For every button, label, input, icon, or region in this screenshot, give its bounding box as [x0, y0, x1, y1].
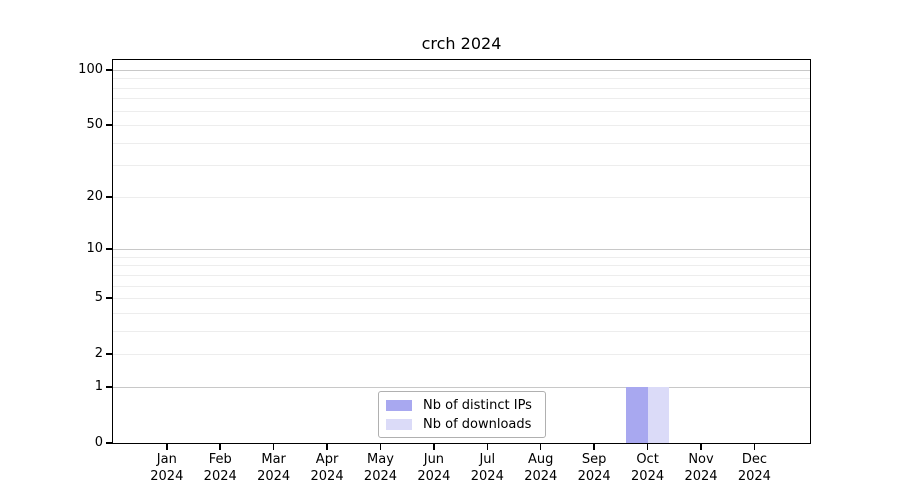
gridline-minor — [113, 110, 810, 112]
x-tick-year: 2024 — [577, 469, 611, 484]
x-tick-label: Oct 2024 — [616, 451, 680, 485]
x-tick — [753, 443, 756, 450]
gridline-minor — [113, 98, 810, 100]
x-tick-year: 2024 — [524, 469, 558, 484]
x-tick — [326, 443, 328, 450]
x-tick-month: Oct — [636, 452, 659, 467]
gridline-minor — [113, 265, 810, 267]
x-tick-month: Sep — [581, 452, 607, 467]
x-tick — [700, 443, 702, 450]
x-tick-year: 2024 — [684, 469, 718, 484]
gridline-minor — [113, 165, 810, 167]
x-tick-label: Jan 2024 — [135, 451, 199, 485]
x-tick-year: 2024 — [417, 469, 451, 484]
gridline-major — [113, 249, 810, 251]
x-tick-year: 2024 — [737, 469, 771, 484]
gridline-minor — [113, 87, 810, 89]
legend-swatch-downloads — [386, 418, 412, 430]
x-tick-year: 2024 — [150, 469, 184, 484]
gridline-minor — [113, 256, 810, 258]
y-tick-label: 20 — [86, 188, 103, 204]
x-tick-month: Feb — [208, 452, 232, 467]
gridline-minor — [113, 78, 810, 80]
x-tick-year: 2024 — [310, 469, 344, 484]
gridline-minor — [113, 274, 810, 276]
x-tick — [593, 443, 595, 450]
x-tick-month: Jul — [479, 452, 496, 467]
x-tick-month: Dec — [741, 452, 767, 467]
gridline-minor — [113, 298, 810, 300]
chart-title: crch 2024 — [421, 34, 502, 53]
y-tick — [106, 248, 113, 250]
x-tick — [486, 443, 489, 450]
gridline-minor — [113, 196, 810, 198]
plot-area — [113, 60, 810, 443]
gridline-major — [113, 386, 810, 388]
x-tick-month: Nov — [688, 452, 714, 467]
x-tick-label: Dec 2024 — [722, 451, 786, 485]
y-tick — [106, 196, 113, 198]
bar-distinct-ips — [626, 386, 648, 443]
y-tick-label: 10 — [86, 241, 103, 257]
gridline-minor — [113, 125, 810, 127]
x-tick-label: May 2024 — [348, 451, 412, 485]
gridline-major — [113, 70, 810, 71]
x-tick-label: Jul 2024 — [455, 451, 519, 485]
x-tick — [539, 443, 542, 450]
y-tick-label: 100 — [78, 62, 103, 77]
x-tick-label: Nov 2024 — [669, 451, 733, 485]
x-tick — [219, 443, 221, 450]
legend-label-downloads: Nb of downloads — [423, 416, 532, 432]
y-tick — [106, 297, 113, 299]
y-tick — [106, 124, 113, 126]
x-tick-year: 2024 — [363, 469, 398, 484]
x-tick-label: Feb 2024 — [188, 451, 252, 485]
x-tick-label: Aug 2024 — [509, 451, 573, 485]
x-tick-label: Apr 2024 — [295, 451, 359, 485]
gridline-minor — [113, 354, 810, 356]
x-tick-year: 2024 — [631, 469, 665, 484]
x-tick-label: Mar 2024 — [242, 451, 306, 485]
x-tick-month: May — [367, 452, 394, 467]
x-tick-month: Apr — [315, 452, 339, 467]
y-tick-label: 5 — [94, 290, 103, 306]
y-tick — [106, 386, 113, 388]
gridline-minor — [113, 330, 810, 332]
x-tick-month: Jun — [423, 452, 445, 467]
x-tick-year: 2024 — [257, 469, 291, 484]
y-tick — [106, 353, 113, 355]
legend-item-downloads: Nb of downloads — [386, 416, 537, 432]
x-tick-year: 2024 — [470, 469, 504, 484]
gridline-minor — [113, 312, 810, 314]
x-tick-label: Sep 2024 — [562, 451, 626, 485]
x-tick-year: 2024 — [203, 469, 237, 484]
legend: Nb of distinct IPs Nb of downloads — [378, 391, 546, 438]
x-tick-month: Mar — [261, 452, 286, 467]
x-tick-label: Jun 2024 — [402, 451, 466, 485]
y-tick-label: 2 — [94, 346, 103, 362]
y-tick-label: 0 — [94, 435, 103, 450]
y-tick-label: 50 — [86, 117, 103, 133]
legend-label-distinct-ips: Nb of distinct IPs — [423, 397, 532, 413]
x-tick-month: Jan — [156, 452, 177, 467]
x-tick — [646, 443, 649, 450]
x-tick — [379, 443, 382, 450]
x-tick-month: Aug — [528, 452, 554, 467]
legend-item-distinct-ips: Nb of distinct IPs — [386, 397, 537, 413]
y-tick — [106, 69, 113, 71]
gridline-minor — [113, 142, 810, 144]
y-tick-label: 1 — [94, 378, 103, 394]
y-tick — [106, 442, 113, 444]
x-tick — [166, 443, 168, 450]
x-tick — [433, 443, 435, 450]
legend-swatch-distinct-ips — [386, 399, 412, 411]
gridline-minor — [113, 285, 810, 287]
bar-downloads — [647, 386, 669, 443]
x-tick — [272, 443, 275, 450]
